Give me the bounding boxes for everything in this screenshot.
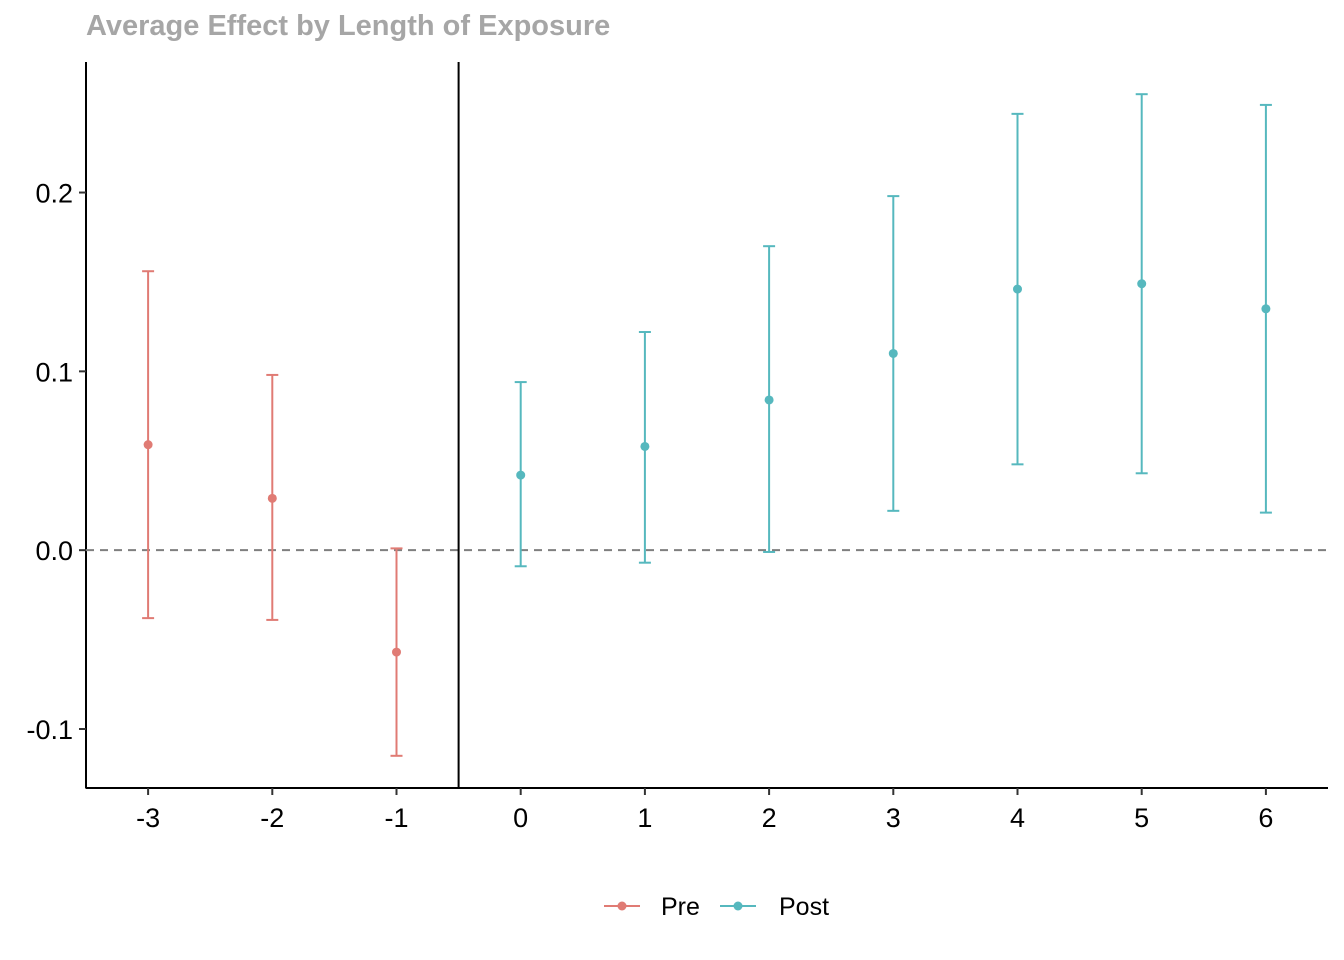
y-tick-label: -0.1 xyxy=(26,715,73,745)
x-tick-label: 5 xyxy=(1134,803,1149,833)
x-tick-label: 0 xyxy=(513,803,528,833)
x-tick-label: 4 xyxy=(1010,803,1025,833)
post-point xyxy=(1137,279,1147,289)
y-tick-label: 0.1 xyxy=(35,357,73,387)
x-tick-label: -2 xyxy=(260,803,284,833)
x-tick-label: -1 xyxy=(384,803,408,833)
post-point xyxy=(1013,284,1022,294)
post-point xyxy=(764,395,774,405)
legend-label-post: Post xyxy=(779,893,829,921)
post-point xyxy=(640,441,650,451)
pre-point xyxy=(267,493,277,503)
legend-group: Pre Post xyxy=(604,893,829,921)
legend-marker-post xyxy=(733,901,743,911)
pre-point xyxy=(143,440,153,450)
x-tick-label: 2 xyxy=(762,803,777,833)
y-tick-label: 0.2 xyxy=(35,179,73,209)
x-tick-label: 3 xyxy=(886,803,901,833)
reference-lines-group xyxy=(86,62,1328,788)
series-group xyxy=(142,93,1272,757)
axes-group: -0.1 0.0 0.1 0.2 -3 -2 -1 0 1 2 3 4 5 6 xyxy=(26,62,1328,833)
post-point xyxy=(888,348,898,358)
x-tick-label: 1 xyxy=(637,803,652,833)
x-tick-label: -3 xyxy=(136,803,160,833)
legend-marker-pre xyxy=(617,901,627,911)
post-point xyxy=(1261,304,1271,314)
pre-point xyxy=(392,647,401,657)
post-point xyxy=(516,470,526,480)
y-tick-label: 0.0 xyxy=(35,536,73,566)
legend-label-pre: Pre xyxy=(661,893,700,921)
chart-title: Average Effect by Length of Exposure xyxy=(86,10,611,42)
x-tick-label: 6 xyxy=(1258,803,1273,833)
